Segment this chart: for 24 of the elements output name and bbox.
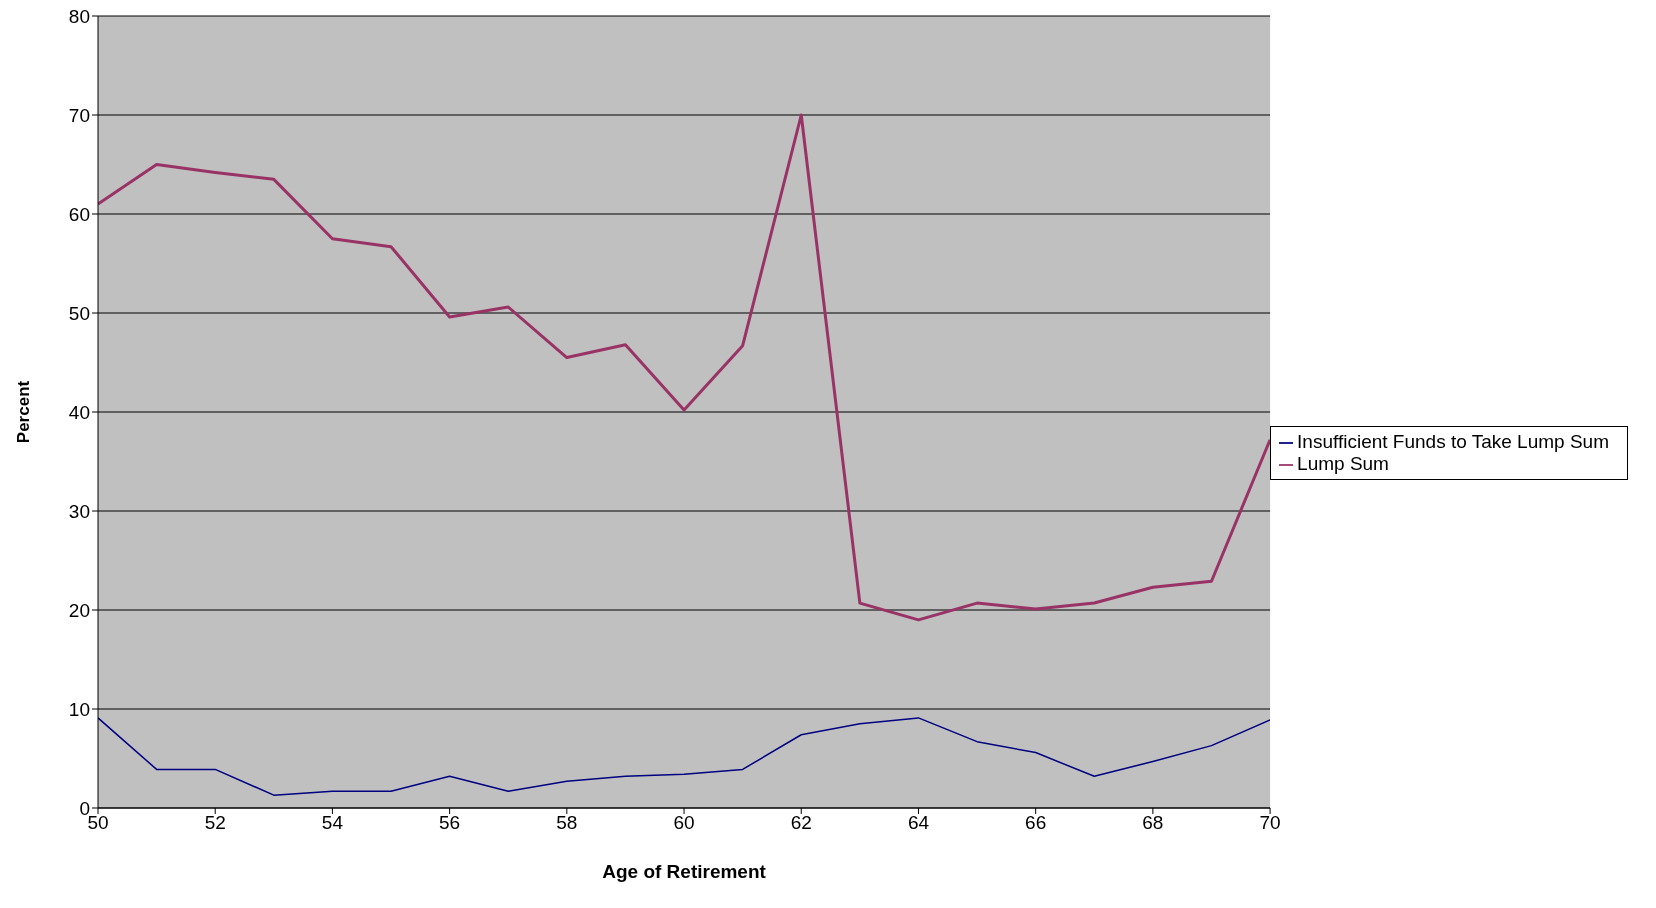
x-axis-title: Age of Retirement: [602, 861, 767, 882]
y-axis-title: Percent: [14, 380, 34, 444]
legend-label: Lump Sum: [1297, 453, 1389, 474]
y-tick-label: 80: [68, 5, 90, 27]
x-tick-label: 52: [204, 812, 226, 834]
y-tick-label: 0: [79, 797, 90, 819]
legend-label: Insufficient Funds to Take Lump Sum: [1297, 431, 1609, 452]
y-tick-label: 30: [68, 500, 90, 522]
y-tick-label: 60: [68, 203, 90, 225]
y-tick-label: 20: [68, 599, 90, 621]
x-tick-label: 58: [556, 812, 578, 834]
y-tick-label: 70: [68, 104, 90, 126]
x-tick-label: 64: [907, 812, 930, 834]
x-tick-label: 70: [1259, 812, 1281, 834]
x-tick-label: 60: [673, 812, 695, 834]
line-series: [98, 717, 1271, 796]
x-tick-label: 62: [790, 812, 812, 834]
y-tick-label: 40: [68, 401, 90, 423]
x-tick-label: 68: [1142, 812, 1164, 834]
x-tick-label: 66: [1025, 812, 1047, 834]
y-tick-label: 50: [68, 302, 90, 324]
y-tick-label: 10: [68, 698, 90, 720]
x-tick-label: 56: [439, 812, 461, 834]
x-tick-label: 54: [321, 812, 344, 834]
